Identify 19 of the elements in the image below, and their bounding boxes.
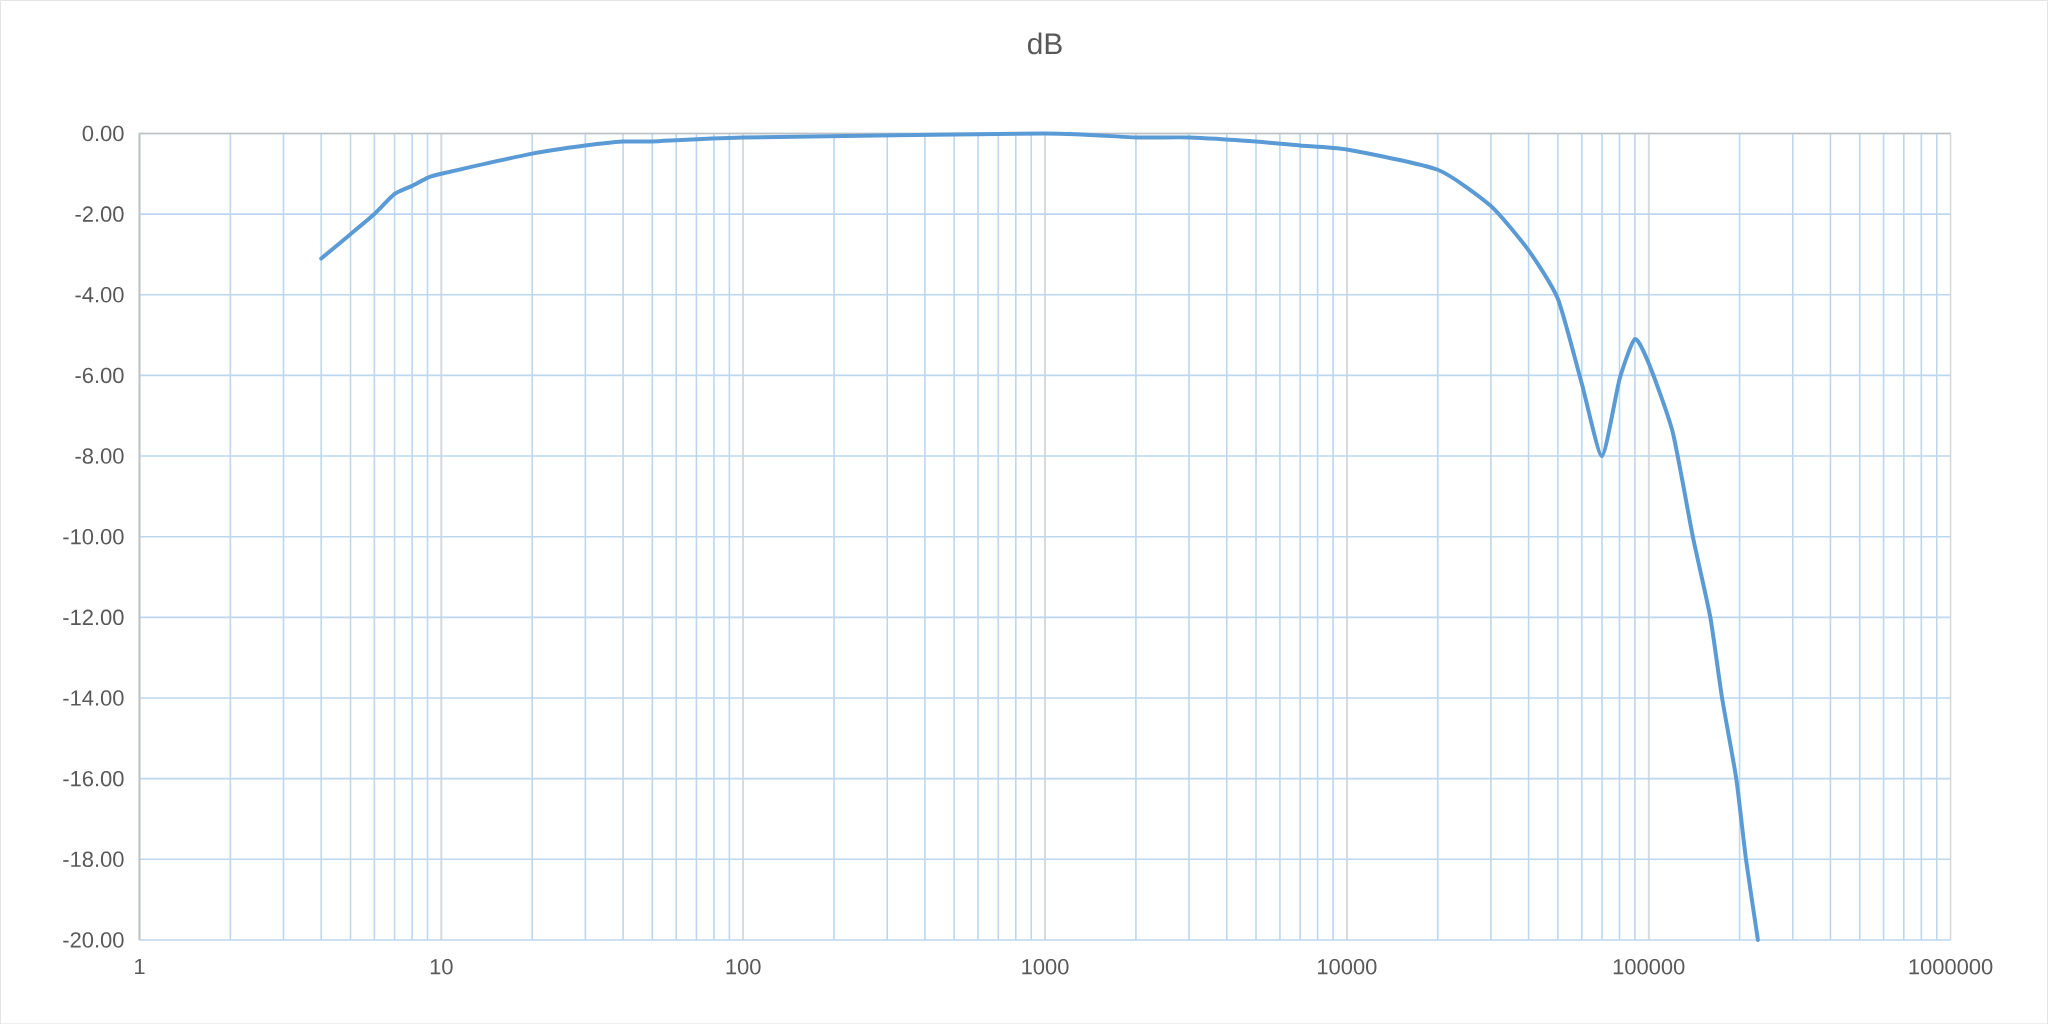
y-tick-label: -6.00 xyxy=(75,367,124,383)
x-tick-label: 100 xyxy=(726,958,761,975)
x-tick-label: 1 xyxy=(135,958,145,974)
x-tick-label: 10000 xyxy=(1318,958,1377,975)
y-tick-label: -18.00 xyxy=(63,851,124,867)
y-tick-label: -10.00 xyxy=(63,528,124,545)
chart-title: dB xyxy=(1027,32,1062,55)
y-tick-label: -12.00 xyxy=(63,609,124,625)
y-tick-label: -20.00 xyxy=(63,932,124,948)
y-tick-label: -4.00 xyxy=(75,286,124,303)
y-tick-label: -2.00 xyxy=(75,206,124,222)
x-tick-label: 1000 xyxy=(1022,958,1069,975)
x-tick-label: 1000000 xyxy=(1909,958,1993,975)
y-tick-label: 0.00 xyxy=(82,125,124,142)
x-tick-label: 10 xyxy=(430,958,453,975)
y-tick-label: -8.00 xyxy=(75,448,124,464)
y-tick-label: -16.00 xyxy=(63,770,124,787)
x-tick-label: 100000 xyxy=(1613,958,1685,975)
y-tick-label: -14.00 xyxy=(63,690,124,706)
